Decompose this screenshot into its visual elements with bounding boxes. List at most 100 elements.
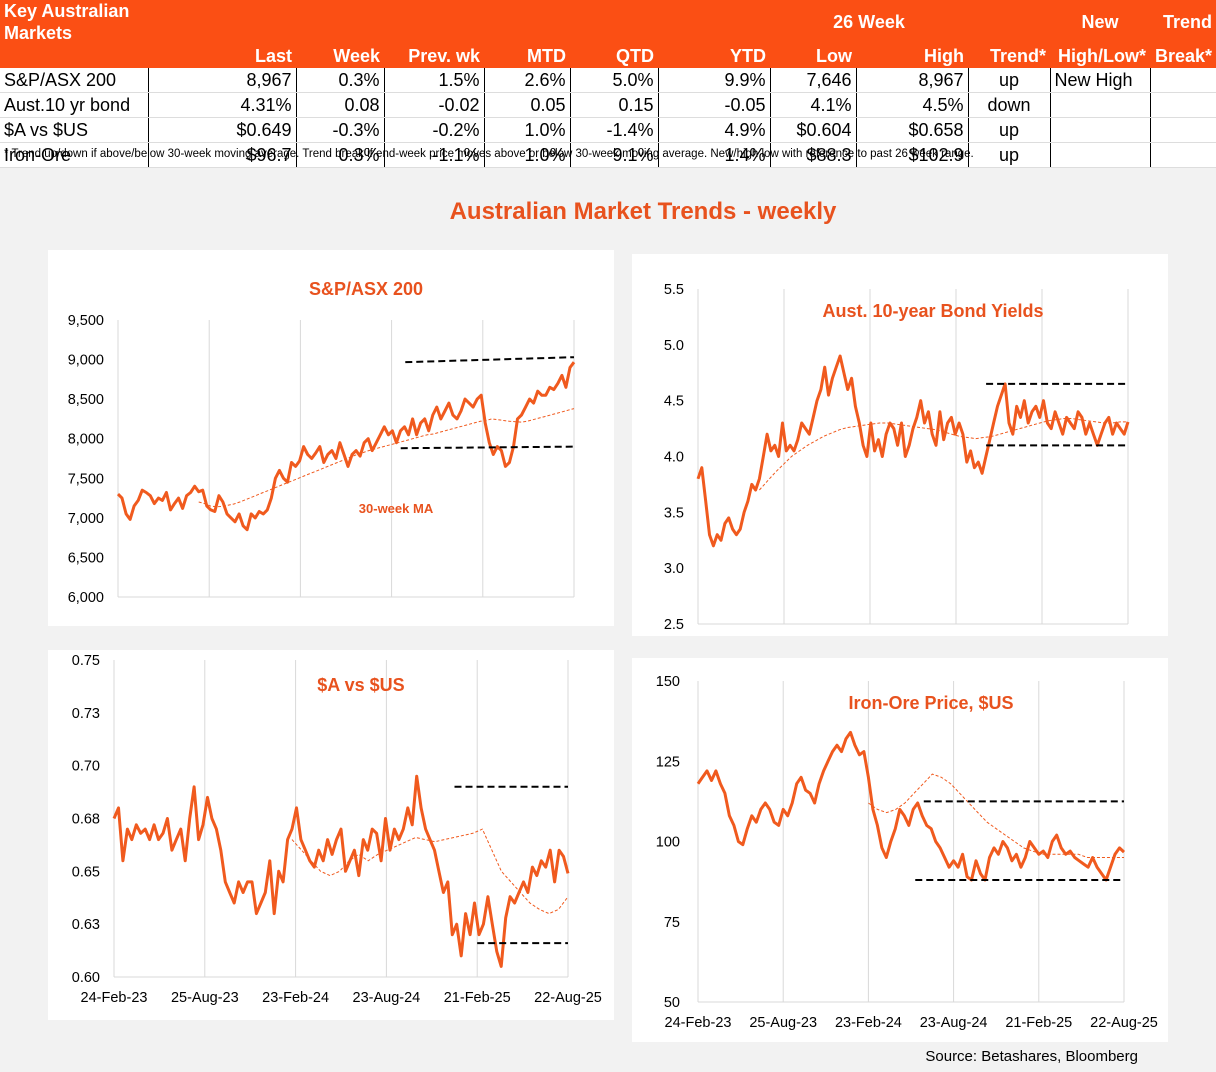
cell-last: 8,967 [148, 68, 297, 93]
cell-prev: -0.02 [384, 92, 485, 118]
cell-brk [1150, 142, 1216, 168]
source-note: Source: Betashares, Bloomberg [925, 1048, 1138, 1065]
panel-iron-ore: 150 125 100 75 50 24-Feb-23 25-Aug-23 23-Feb-24… [632, 658, 1168, 1042]
cell-brk [1150, 92, 1216, 118]
y-tick-label: 9,500 [68, 313, 104, 329]
y-tick-label: 8,500 [68, 392, 104, 408]
chart-title: S&P/ASX 200 [309, 279, 423, 299]
series-line [696, 354, 1130, 548]
cell-qtd: 0.15 [570, 92, 659, 118]
table-row: S&P/ASX 200 8,967 0.3% 1.5% 2.6% 5.0% 9.9% 7,64… [0, 68, 1216, 93]
moving-average-line [291, 828, 569, 915]
x-tick-label: 23-Aug-24 [920, 1015, 988, 1031]
cell-name: Iron-Ore [0, 142, 149, 168]
chart-iron-ore: 150 125 100 75 50 24-Feb-23 25-Aug-23 23-Feb-24… [656, 674, 1158, 1031]
cell-prev: -1.1% [384, 142, 485, 168]
cell-week: 0.3% [296, 68, 385, 93]
cell-newhl: New High [1050, 68, 1151, 93]
cell-name: $A vs $US [0, 117, 149, 143]
y-tick-label: 9,000 [68, 353, 104, 369]
cell-trend: up [968, 68, 1051, 93]
header-prev-wk: Prev. wk [384, 44, 484, 68]
cell-prev: -0.2% [384, 117, 485, 143]
cell-ytd: 1.4% [658, 142, 771, 168]
x-tick-label: 22-Aug-25 [1090, 1015, 1158, 1031]
cell-qtd: 5.0% [570, 68, 659, 93]
cell-last: 4.31% [148, 92, 297, 118]
range-band-line [405, 356, 575, 364]
header-qtd: QTD [570, 44, 658, 68]
cell-week: 0.08 [296, 92, 385, 118]
y-tick-label: 2.5 [664, 617, 684, 633]
x-tick-label: 24-Feb-23 [665, 1015, 732, 1031]
cell-newhl [1050, 142, 1151, 168]
header-trend-break-2: Break* [1150, 44, 1216, 68]
y-tick-label: 5.5 [664, 282, 684, 298]
main-title: Australian Market Trends - weekly [449, 198, 837, 225]
table-row: Aust.10 yr bond 4.31% 0.08 -0.02 0.05 0.15 -0.… [0, 92, 1216, 118]
x-tick-label: 23-Aug-24 [353, 990, 421, 1006]
chart-asx200: 9,500 9,000 8,500 8,000 7,500 7,000 6,500 6,000… [68, 279, 576, 606]
header-ytd: YTD [658, 44, 770, 68]
cell-trend: down [968, 92, 1051, 118]
cell-trend: up [968, 142, 1051, 168]
x-tick-label: 23-Feb-24 [262, 990, 329, 1006]
x-tick-label: 25-Aug-23 [749, 1015, 817, 1031]
y-tick-label: 0.68 [72, 812, 100, 828]
cell-high: $0.658 [856, 117, 969, 143]
cell-qtd: -1.4% [570, 117, 659, 143]
table-row: $A vs $US $0.649 -0.3% -0.2% 1.0% -1.4% 4.9% $0… [0, 117, 1216, 143]
x-tick-label: 24-Feb-23 [81, 990, 148, 1006]
cell-week: 0.3% [296, 142, 385, 168]
panel-bond-yields: 5.5 5.0 4.5 4.0 3.5 3.0 2.5 Aust. 10-year Bond … [632, 254, 1168, 636]
y-tick-label: 6,000 [68, 590, 104, 606]
cell-low: $88.3 [770, 142, 857, 168]
y-tick-label: 100 [656, 835, 680, 851]
series-line [116, 361, 576, 532]
x-tick-label: 22-Aug-25 [534, 990, 602, 1006]
y-tick-label: 3.5 [664, 505, 684, 521]
cell-low: $0.604 [770, 117, 857, 143]
cell-mtd: 1.0% [484, 117, 571, 143]
table-body: S&P/ASX 200 8,967 0.3% 1.5% 2.6% 5.0% 9.9% 7,64… [0, 68, 1216, 168]
x-tick-label: 25-Aug-23 [171, 990, 239, 1006]
chart-bond-yields: 5.5 5.0 4.5 4.0 3.5 3.0 2.5 Aust. 10-year Bond … [664, 282, 1130, 633]
y-tick-label: 0.75 [72, 653, 100, 669]
x-tick-label: 23-Feb-24 [835, 1015, 902, 1031]
header-trend-break-1: Trend [1150, 0, 1216, 44]
panel-asx200: 9,500 9,000 8,500 8,000 7,500 7,000 6,500 6,000… [48, 250, 614, 626]
cell-newhl [1050, 117, 1151, 143]
table-header-row-2: Last Week Prev. wk MTD QTD YTD Low High … [0, 44, 1216, 68]
header-high: High [856, 44, 968, 68]
cell-high: $102.9 [856, 142, 969, 168]
header-new-2: High/Low* [1050, 44, 1150, 68]
header-new-1: New [1050, 0, 1150, 44]
y-tick-label: 5.0 [664, 338, 684, 354]
cell-mtd: 2.6% [484, 68, 571, 93]
x-tick-label: 21-Feb-25 [1005, 1015, 1072, 1031]
cell-qtd: 9.1% [570, 142, 659, 168]
cell-last: $0.649 [148, 117, 297, 143]
chart-title: $A vs $US [317, 675, 404, 695]
series-line [696, 730, 1126, 882]
y-tick-label: 0.73 [72, 706, 100, 722]
y-tick-label: 0.63 [72, 917, 100, 933]
header-week: Week [296, 44, 384, 68]
cell-brk [1150, 117, 1216, 143]
cell-ytd: 9.9% [658, 68, 771, 93]
chart-title: Iron-Ore Price, $US [848, 693, 1013, 713]
y-tick-label: 0.70 [72, 759, 100, 775]
cell-ytd: 4.9% [658, 117, 771, 143]
y-tick-label: 4.5 [664, 394, 684, 410]
series-line [112, 774, 570, 968]
panel-aud-usd: 0.75 0.73 0.70 0.68 0.65 0.63 0.60 24-Feb-23 25-… [48, 650, 614, 1020]
moving-average-line [759, 418, 1128, 491]
cell-newhl [1050, 92, 1151, 118]
header-last: Last [148, 44, 296, 68]
header-low: Low [770, 44, 856, 68]
y-tick-label: 8,000 [68, 432, 104, 448]
header-trend: Trend* [968, 44, 1050, 68]
y-tick-label: 7,000 [68, 511, 104, 527]
cell-low: 7,646 [770, 68, 857, 93]
cell-high: 8,967 [856, 68, 969, 93]
